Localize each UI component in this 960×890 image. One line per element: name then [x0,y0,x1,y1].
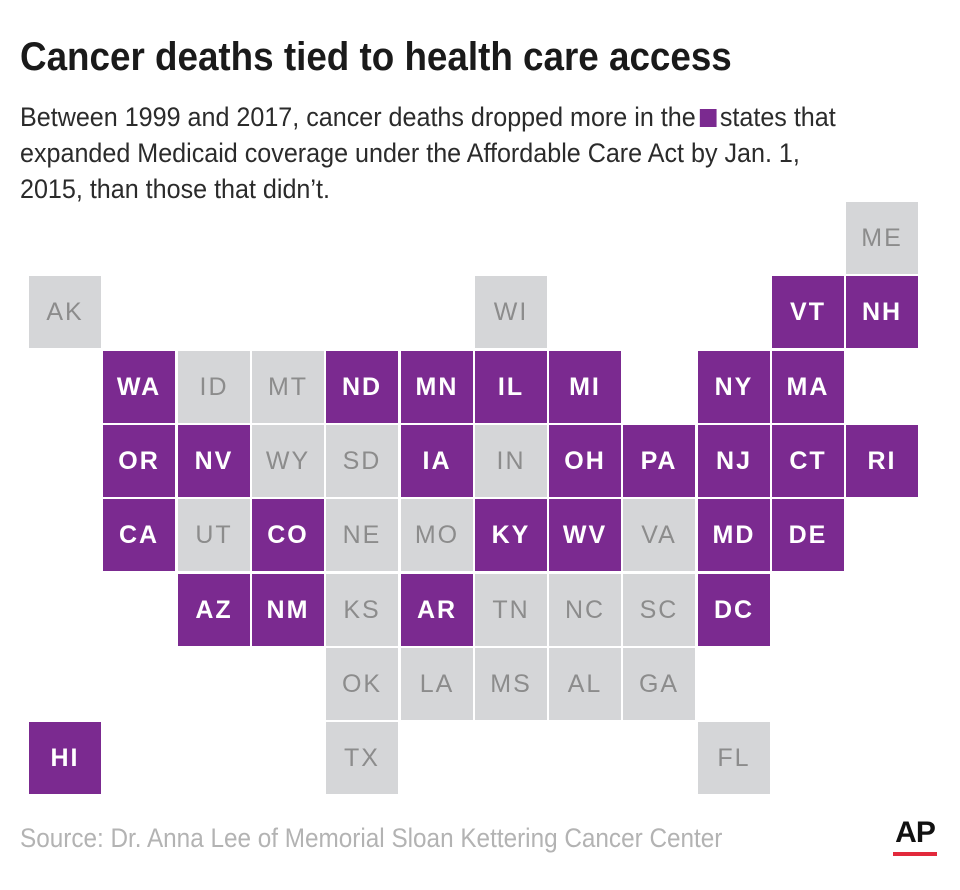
state-tile-de: DE [772,499,844,571]
subtitle-text-after: states that expanded Medicaid coverage u… [20,102,836,204]
state-tile-ar: AR [401,574,473,646]
state-tile-wi: WI [475,276,547,348]
state-tile-me: ME [846,202,918,274]
state-tile-ct: CT [772,425,844,497]
ap-logo: AP [893,816,937,860]
state-tile-md: MD [698,499,770,571]
state-tile-la: LA [401,648,473,720]
subtitle-text-before: Between 1999 and 2017, cancer deaths dro… [20,102,696,132]
state-tile-wy: WY [252,425,324,497]
state-tile-ak: AK [29,276,101,348]
state-tile-nm: NM [252,574,324,646]
state-tile-al: AL [549,648,621,720]
state-tile-ca: CA [103,499,175,571]
state-tile-or: OR [103,425,175,497]
state-tile-sd: SD [326,425,398,497]
state-tile-in: IN [475,425,547,497]
state-tile-ut: UT [178,499,250,571]
state-tile-id: ID [178,351,250,423]
expanded-legend-swatch [699,109,717,127]
state-tile-ny: NY [698,351,770,423]
state-tile-mi: MI [549,351,621,423]
state-tile-va: VA [623,499,695,571]
state-tile-nv: NV [178,425,250,497]
state-tile-tn: TN [475,574,547,646]
state-tile-mn: MN [401,351,473,423]
state-tile-hi: HI [29,722,101,794]
state-tile-nj: NJ [698,425,770,497]
state-tile-fl: FL [698,722,770,794]
chart-title: Cancer deaths tied to health care access [20,35,732,79]
state-tile-nd: ND [326,351,398,423]
state-tile-ne: NE [326,499,398,571]
state-tile-ky: KY [475,499,547,571]
ap-logo-text: AP [895,816,936,849]
state-tile-sc: SC [623,574,695,646]
state-tile-vt: VT [772,276,844,348]
state-tile-ms: MS [475,648,547,720]
state-tile-nc: NC [549,574,621,646]
state-tile-il: IL [475,351,547,423]
state-tile-ia: IA [401,425,473,497]
state-tile-wa: WA [103,351,175,423]
state-tile-co: CO [252,499,324,571]
source-credit: Source: Dr. Anna Lee of Memorial Sloan K… [20,823,723,853]
state-tile-mt: MT [252,351,324,423]
state-tile-pa: PA [623,425,695,497]
state-tile-az: AZ [178,574,250,646]
state-tile-ok: OK [326,648,398,720]
state-tile-mo: MO [401,499,473,571]
state-tile-nh: NH [846,276,918,348]
state-tile-ga: GA [623,648,695,720]
state-tile-oh: OH [549,425,621,497]
state-tile-ri: RI [846,425,918,497]
state-tile-ma: MA [772,351,844,423]
chart-subtitle: Between 1999 and 2017, cancer deaths dro… [20,99,848,207]
state-tile-tx: TX [326,722,398,794]
state-tile-wv: WV [549,499,621,571]
ap-logo-underline [893,852,937,856]
state-tile-dc: DC [698,574,770,646]
state-tile-ks: KS [326,574,398,646]
